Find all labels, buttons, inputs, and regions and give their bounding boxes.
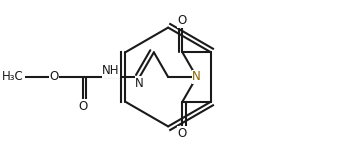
Text: O: O [178,127,187,140]
Text: O: O [78,100,87,113]
Text: NH: NH [102,64,120,77]
Text: O: O [178,14,187,27]
Text: O: O [49,71,59,83]
Text: H₃C: H₃C [2,71,24,83]
Text: N: N [192,71,201,83]
Text: N: N [135,77,144,90]
